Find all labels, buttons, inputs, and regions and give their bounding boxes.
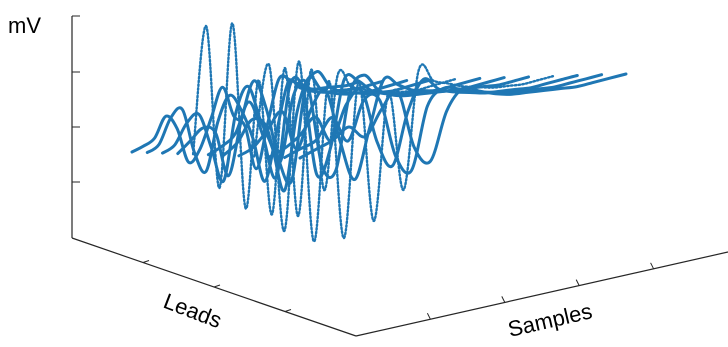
samples-tick <box>501 296 506 303</box>
samples-tick <box>575 279 580 286</box>
lead-traces <box>130 22 628 243</box>
samples-tick <box>650 262 655 270</box>
lead-trace-3 <box>161 75 409 193</box>
lead-trace-5 <box>191 22 457 218</box>
lead-trace-1 <box>130 74 360 171</box>
z-axis-label: mV <box>8 13 41 38</box>
leads-axis-ticks <box>142 260 292 312</box>
leads-axis-label: Leads <box>160 288 225 333</box>
lead-trace-9 <box>253 60 555 243</box>
lead-trace-10 <box>268 74 579 169</box>
samples-axis-ticks <box>426 262 655 320</box>
leads-tick <box>142 260 150 263</box>
leads-tick <box>213 284 221 288</box>
samples-tick <box>426 312 431 320</box>
samples-axis-label: Samples <box>506 298 595 342</box>
lead-trace-2 <box>145 78 384 183</box>
lead-trace-4 <box>176 70 433 186</box>
samples-axis-line <box>355 251 728 337</box>
z-axis-ticks <box>72 15 80 183</box>
lead-trace-8 <box>237 75 530 181</box>
leads-tick <box>284 309 292 312</box>
